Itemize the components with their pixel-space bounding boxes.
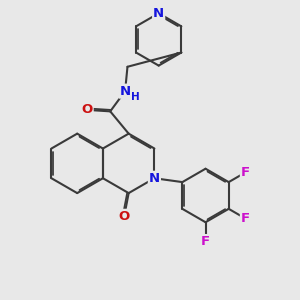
Text: N: N [119, 85, 131, 98]
Text: O: O [81, 103, 93, 116]
Text: F: F [241, 212, 250, 225]
Text: N: N [149, 172, 160, 185]
Text: F: F [201, 235, 210, 248]
Text: O: O [118, 210, 130, 223]
Text: F: F [241, 166, 250, 179]
Text: N: N [153, 7, 164, 20]
Text: H: H [130, 92, 139, 101]
